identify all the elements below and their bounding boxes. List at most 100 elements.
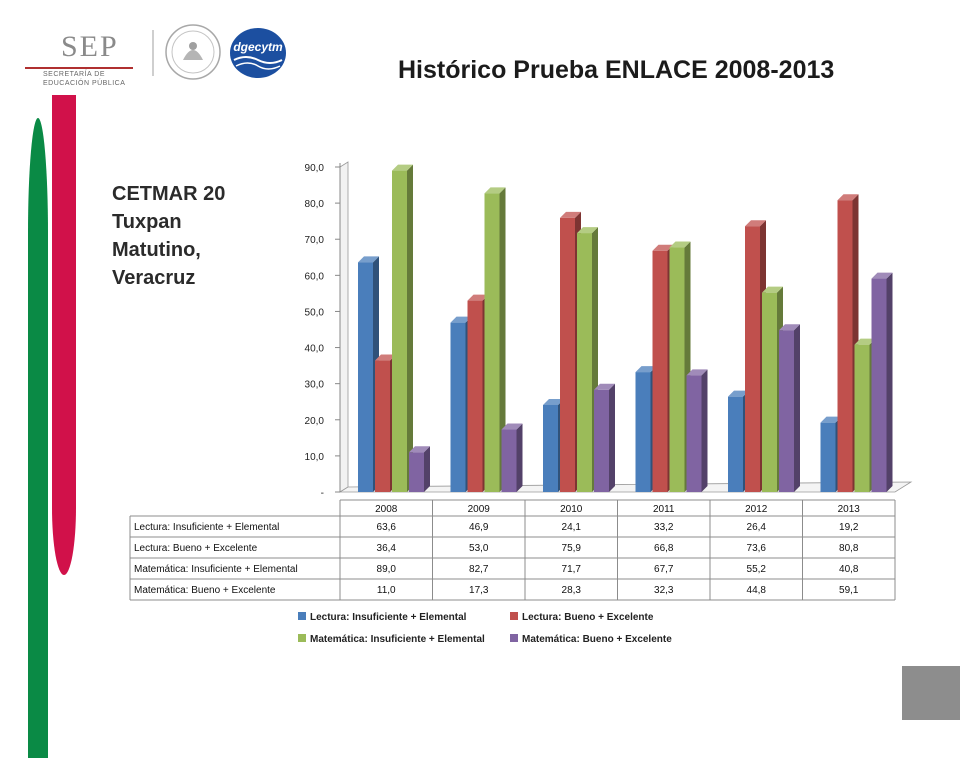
table-series-label: Lectura: Insuficiente + Elemental	[134, 522, 279, 533]
table-value: 89,0	[377, 564, 397, 575]
y-tick-label: 80,0	[305, 199, 325, 210]
legend-label: Matemática: Bueno + Excelente	[522, 634, 672, 645]
table-series-label: Matemática: Insuficiente + Elemental	[134, 564, 298, 575]
bar-top	[501, 423, 523, 430]
bar-top	[543, 398, 564, 405]
table-value: 19,2	[839, 522, 859, 533]
x-category-label: 2011	[653, 504, 675, 515]
table-series-label: Matemática: Bueno + Excelente	[134, 585, 276, 596]
logo-divider	[152, 30, 154, 76]
bar	[779, 330, 794, 492]
bar-side	[516, 423, 523, 492]
legend-label: Lectura: Bueno + Excelente	[522, 612, 654, 623]
legend-swatch	[510, 612, 518, 620]
bar	[652, 250, 668, 492]
legend-swatch	[298, 634, 306, 642]
caption-line-shift: Matutino,	[112, 239, 201, 261]
caption-line-city: Tuxpan	[112, 211, 182, 233]
bar-top	[577, 227, 598, 234]
legend-label: Matemática: Insuficiente + Elemental	[310, 634, 485, 645]
school-caption: CETMAR 20 Tuxpan Matutino, Veracruz	[112, 180, 225, 292]
table-value: 55,2	[747, 564, 767, 575]
bar-top	[450, 316, 472, 323]
page-title: Histórico Prueba ENLACE 2008-2013	[398, 56, 835, 84]
sep-logo-line2: EDUCACIÓN PÚBLICA	[43, 80, 126, 87]
green-stripe	[28, 118, 48, 758]
bar-top	[871, 272, 893, 279]
bar-top	[635, 366, 657, 373]
bar	[820, 422, 836, 492]
bar	[871, 278, 887, 492]
bar-top	[484, 187, 506, 194]
table-value: 67,7	[654, 564, 674, 575]
x-category-label: 2010	[560, 504, 583, 515]
table-value: 40,8	[839, 564, 859, 575]
table-series-label: Lectura: Bueno + Excelente	[134, 543, 258, 554]
bar-top	[820, 416, 842, 423]
table-value: 46,9	[469, 522, 489, 533]
table-value: 36,4	[377, 543, 397, 554]
sep-logo-rule	[25, 67, 133, 69]
bar-side	[424, 446, 430, 492]
bar-top	[686, 369, 708, 376]
table-value: 28,3	[562, 585, 582, 596]
bar	[375, 360, 390, 492]
red-stripe	[52, 95, 76, 575]
bar-top	[409, 446, 430, 453]
table-value: 75,9	[562, 543, 582, 554]
bar-top	[779, 324, 800, 331]
caption-line-school: CETMAR 20	[112, 183, 226, 205]
sep-logo-line1: SECRETARÍA DE	[43, 71, 105, 78]
y-tick-label: 40,0	[305, 344, 325, 355]
table-value: 71,7	[562, 564, 582, 575]
table-value: 66,8	[654, 543, 674, 554]
y-tick-label: 90,0	[305, 163, 325, 174]
bar-top	[594, 383, 615, 390]
y-tick-label: -	[321, 488, 324, 499]
bar-top	[652, 244, 674, 251]
bar	[450, 322, 466, 492]
chart-side-wall	[339, 161, 349, 493]
caption-line-state: Veracruz	[112, 267, 196, 289]
legend-swatch	[510, 634, 518, 642]
bar	[560, 217, 575, 492]
bar-top	[745, 220, 766, 227]
bar	[686, 375, 702, 492]
bar	[837, 200, 853, 492]
y-tick-label: 10,0	[305, 452, 325, 463]
bar-top	[837, 194, 859, 201]
bar-top	[560, 211, 581, 218]
bar	[467, 300, 483, 492]
enlace-bar-chart: - 10,0 20,0 30,0 40,0 50,0 60,0 70,0 80,0 90,0 200…	[129, 161, 913, 645]
bar-top	[467, 294, 489, 301]
legend-label: Lectura: Insuficiente + Elemental	[310, 612, 467, 623]
bar	[392, 170, 407, 492]
bar-top	[392, 164, 413, 171]
bar-side	[701, 369, 708, 492]
table-value: 32,3	[654, 585, 674, 596]
bar	[484, 193, 500, 492]
bar	[577, 233, 592, 493]
bar	[543, 404, 558, 492]
x-category-label: 2009	[468, 504, 491, 515]
bar	[745, 226, 760, 492]
sep-logo: SEP SECRETARÍA DE EDUCACIÓN PÚBLICA	[25, 30, 145, 87]
table-value: 63,6	[377, 522, 397, 533]
bar-side	[499, 187, 506, 492]
table-value: 33,2	[654, 522, 674, 533]
bar	[669, 247, 685, 492]
dgecytm-logo-icon: dgecytm	[230, 28, 286, 78]
bar-side	[609, 383, 615, 492]
bar	[854, 344, 870, 492]
table-value: 53,0	[469, 543, 489, 554]
y-tick-label: 60,0	[305, 271, 325, 282]
table-value: 73,6	[747, 543, 767, 554]
bar-top	[728, 390, 749, 397]
bar	[728, 396, 743, 492]
dgecytm-logo-text: dgecytm	[233, 40, 283, 54]
corner-block	[902, 666, 960, 720]
table-value: 80,8	[839, 543, 859, 554]
bar-top	[854, 338, 876, 345]
y-tick-label: 50,0	[305, 307, 325, 318]
national-seal-icon	[165, 24, 221, 80]
